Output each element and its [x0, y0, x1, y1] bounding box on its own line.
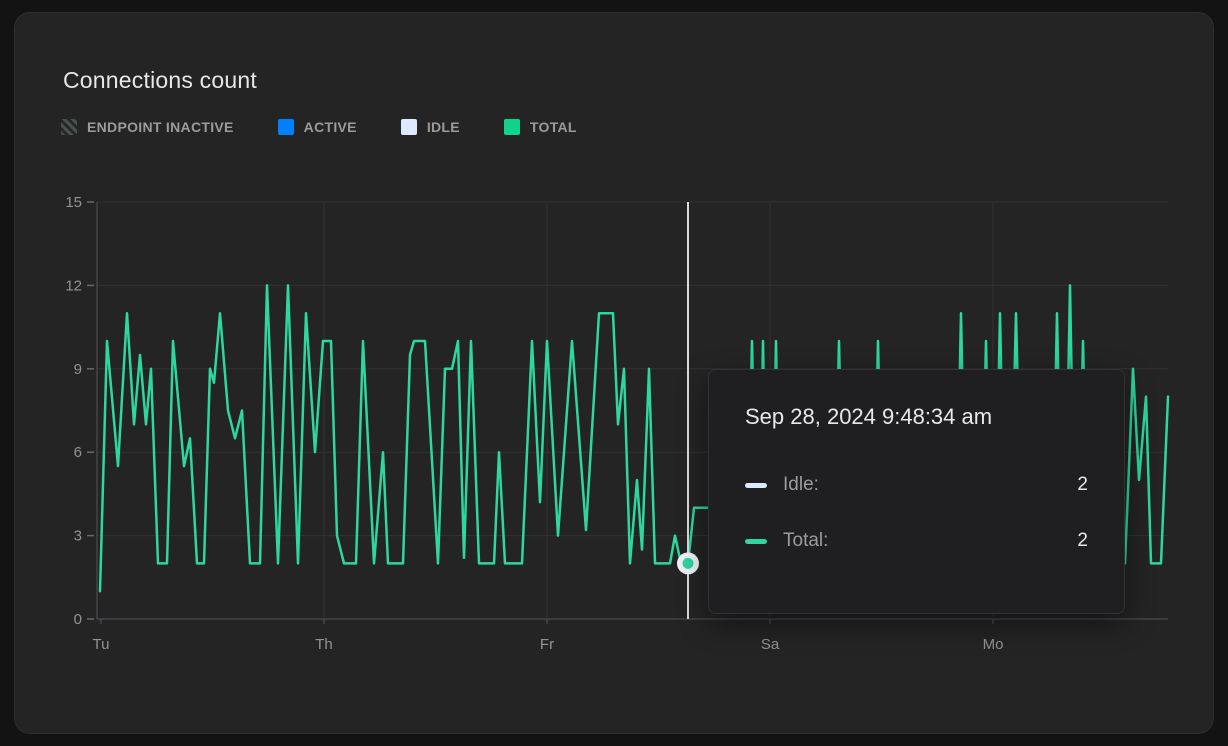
tooltip-row-total: Total: 2 [745, 526, 1088, 556]
legend-label: IDLE [426, 119, 460, 135]
legend-label: TOTAL [529, 119, 577, 135]
idle-swatch-icon [400, 119, 417, 135]
svg-text:Tu: Tu [93, 636, 110, 653]
total-dash-icon [745, 538, 767, 544]
svg-text:0: 0 [74, 611, 82, 628]
endpoint-inactive-swatch-icon [61, 119, 77, 135]
svg-text:Sa: Sa [761, 636, 780, 653]
chart-tooltip: Sep 28, 2024 9:48:34 am Idle: 2 Total: 2 [708, 369, 1125, 614]
legend: ENDPOINT INACTIVE ACTIVE IDLE TOTAL [61, 119, 577, 135]
tooltip-row-idle: Idle: 2 [745, 470, 1088, 500]
svg-text:Fr: Fr [540, 636, 554, 653]
svg-text:12: 12 [65, 277, 82, 294]
idle-dash-icon [745, 482, 767, 488]
svg-text:3: 3 [74, 528, 82, 545]
total-swatch-icon [503, 119, 520, 135]
tooltip-value: 2 [1077, 530, 1088, 551]
chart-title: Connections count [63, 67, 257, 93]
svg-text:Mo: Mo [983, 636, 1004, 653]
svg-text:9: 9 [74, 361, 82, 378]
active-swatch-icon [277, 119, 294, 135]
svg-text:Th: Th [315, 636, 333, 653]
svg-text:6: 6 [74, 444, 82, 461]
legend-item-idle[interactable]: IDLE [400, 119, 460, 135]
legend-item-active[interactable]: ACTIVE [277, 119, 357, 135]
connections-card: Connections count ENDPOINT INACTIVE ACTI… [14, 12, 1214, 734]
tooltip-label: Idle: [783, 474, 819, 495]
tooltip-timestamp: Sep 28, 2024 9:48:34 am [745, 404, 993, 429]
legend-item-total[interactable]: TOTAL [503, 119, 577, 135]
tooltip-label: Total: [783, 530, 829, 551]
svg-text:15: 15 [65, 194, 82, 211]
legend-item-endpoint-inactive[interactable]: ENDPOINT INACTIVE [61, 119, 234, 135]
legend-label: ACTIVE [303, 119, 357, 135]
legend-label: ENDPOINT INACTIVE [87, 119, 234, 135]
tooltip-value: 2 [1077, 474, 1088, 495]
